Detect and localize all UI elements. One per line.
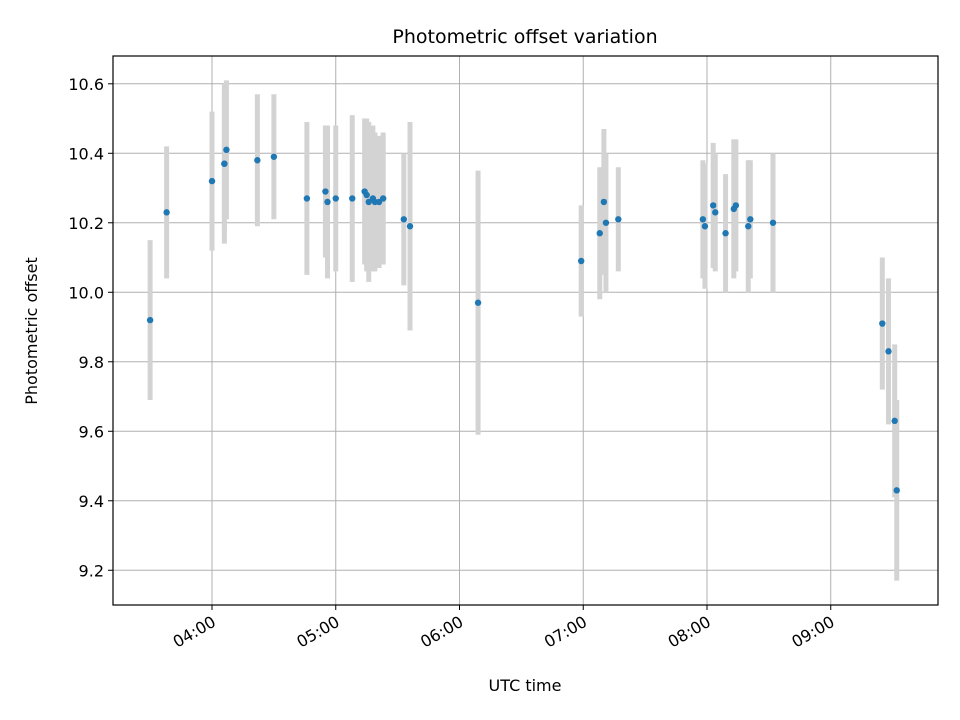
y-tick-label: 9.8 xyxy=(79,353,104,372)
data-point xyxy=(596,230,603,237)
data-point xyxy=(722,230,729,237)
data-point xyxy=(324,198,331,206)
data-point xyxy=(893,487,900,494)
data-point xyxy=(769,219,777,226)
data-point xyxy=(732,202,740,209)
data-point xyxy=(221,160,228,167)
data-point xyxy=(379,195,387,202)
data-point xyxy=(349,195,356,202)
data-point xyxy=(146,316,154,324)
x-axis-label: UTC time xyxy=(489,676,562,695)
data-point xyxy=(163,209,170,216)
data-point xyxy=(208,177,216,185)
y-tick-label: 10.6 xyxy=(68,75,104,94)
data-point xyxy=(699,216,707,223)
y-tick-label: 10.0 xyxy=(68,283,104,302)
data-point xyxy=(363,191,370,199)
data-point xyxy=(406,223,414,230)
data-point xyxy=(745,223,752,230)
data-point xyxy=(712,209,719,216)
data-points xyxy=(146,146,900,494)
y-tick-label: 10.4 xyxy=(68,144,104,163)
y-axis: 9.2 9.4 9.6 9.8 10.0 10.2 10.4 10.6 xyxy=(68,75,113,580)
data-point xyxy=(891,417,898,425)
data-point xyxy=(747,216,754,223)
data-point xyxy=(602,219,610,226)
data-point xyxy=(303,195,311,202)
data-point xyxy=(885,348,892,355)
data-point xyxy=(322,188,329,195)
data-point xyxy=(254,157,261,164)
data-point xyxy=(577,257,585,265)
grid xyxy=(113,56,938,605)
data-point xyxy=(615,216,622,223)
y-axis-label: Photometric offset xyxy=(22,257,41,405)
chart-title: Photometric offset variation xyxy=(392,26,657,48)
y-tick-label: 10.2 xyxy=(68,214,104,233)
data-point xyxy=(879,320,886,327)
data-point xyxy=(270,153,278,160)
data-point xyxy=(332,195,339,202)
data-point xyxy=(400,216,408,223)
data-point xyxy=(600,198,608,206)
y-tick-label: 9.6 xyxy=(79,422,104,441)
data-point xyxy=(474,299,482,306)
data-point xyxy=(709,202,717,209)
y-tick-label: 9.4 xyxy=(79,492,104,511)
plot-frame xyxy=(112,55,939,606)
data-point xyxy=(223,146,230,154)
data-point xyxy=(701,223,709,230)
y-tick-label: 9.2 xyxy=(79,561,104,580)
